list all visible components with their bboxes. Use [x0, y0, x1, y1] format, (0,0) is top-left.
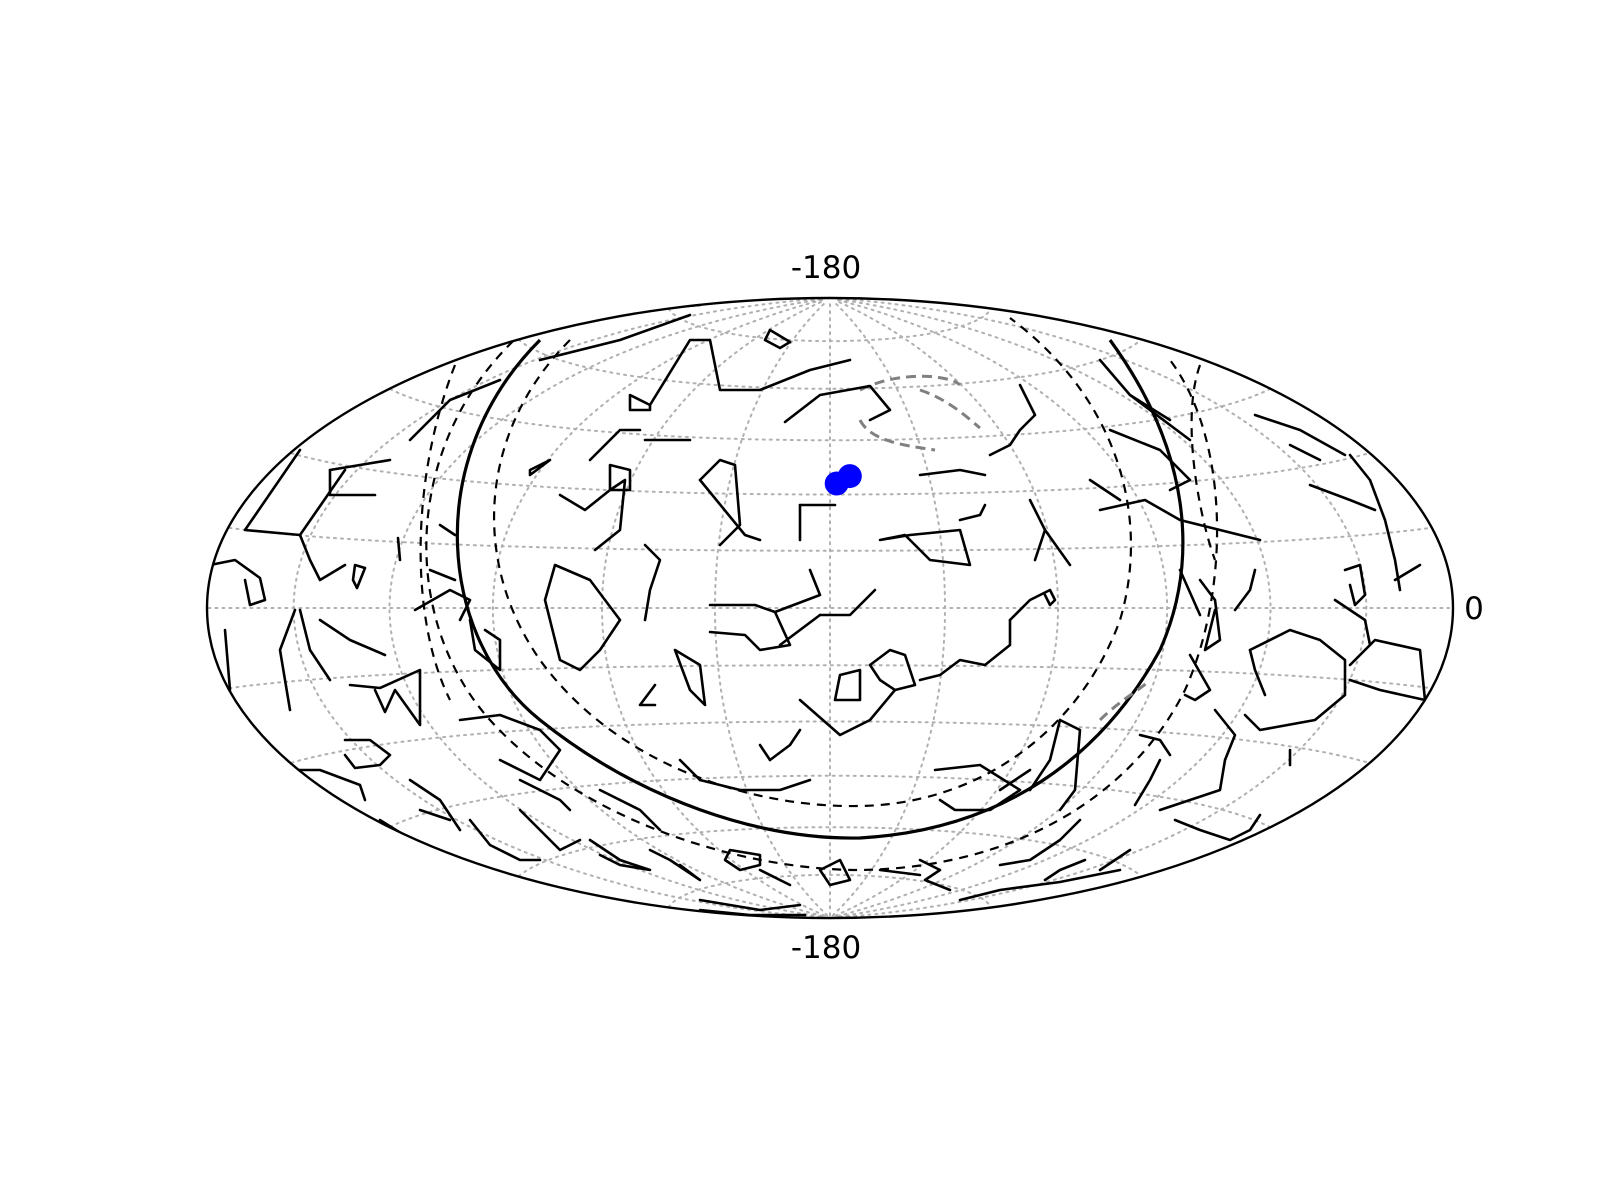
graticule-meridian: [831, 299, 946, 917]
graticule-parallel: [517, 338, 1142, 390]
top-longitude-label: -180: [791, 250, 861, 286]
graticule-meridian: [839, 298, 1368, 918]
graticule-parallel: [228, 664, 1429, 690]
right-longitude-label: 0: [1464, 591, 1484, 627]
galactic-plane: [455, 338, 1185, 840]
graticule-meridian: [834, 299, 1059, 917]
map-outline: [205, 296, 1455, 920]
graticule: [207, 298, 1450, 918]
graticule-parallel: [290, 452, 1368, 496]
graticule-meridian: [838, 298, 1272, 918]
graticule-parallel: [389, 774, 1270, 828]
graticule-meridian: [601, 299, 826, 917]
graticule-parallel: [667, 873, 992, 909]
graticule-parallel: [228, 526, 1429, 552]
graticule-parallel: [290, 720, 1368, 764]
data-point: [837, 464, 862, 489]
constellation-lines: [208, 303, 1427, 917]
data-points: [824, 464, 862, 496]
graticule-meridian: [491, 298, 824, 918]
graticule-meridian: [388, 298, 822, 918]
graticule-meridian: [292, 298, 821, 918]
graticule-parallel: [517, 826, 1142, 878]
bottom-longitude-label: -180: [791, 930, 861, 966]
